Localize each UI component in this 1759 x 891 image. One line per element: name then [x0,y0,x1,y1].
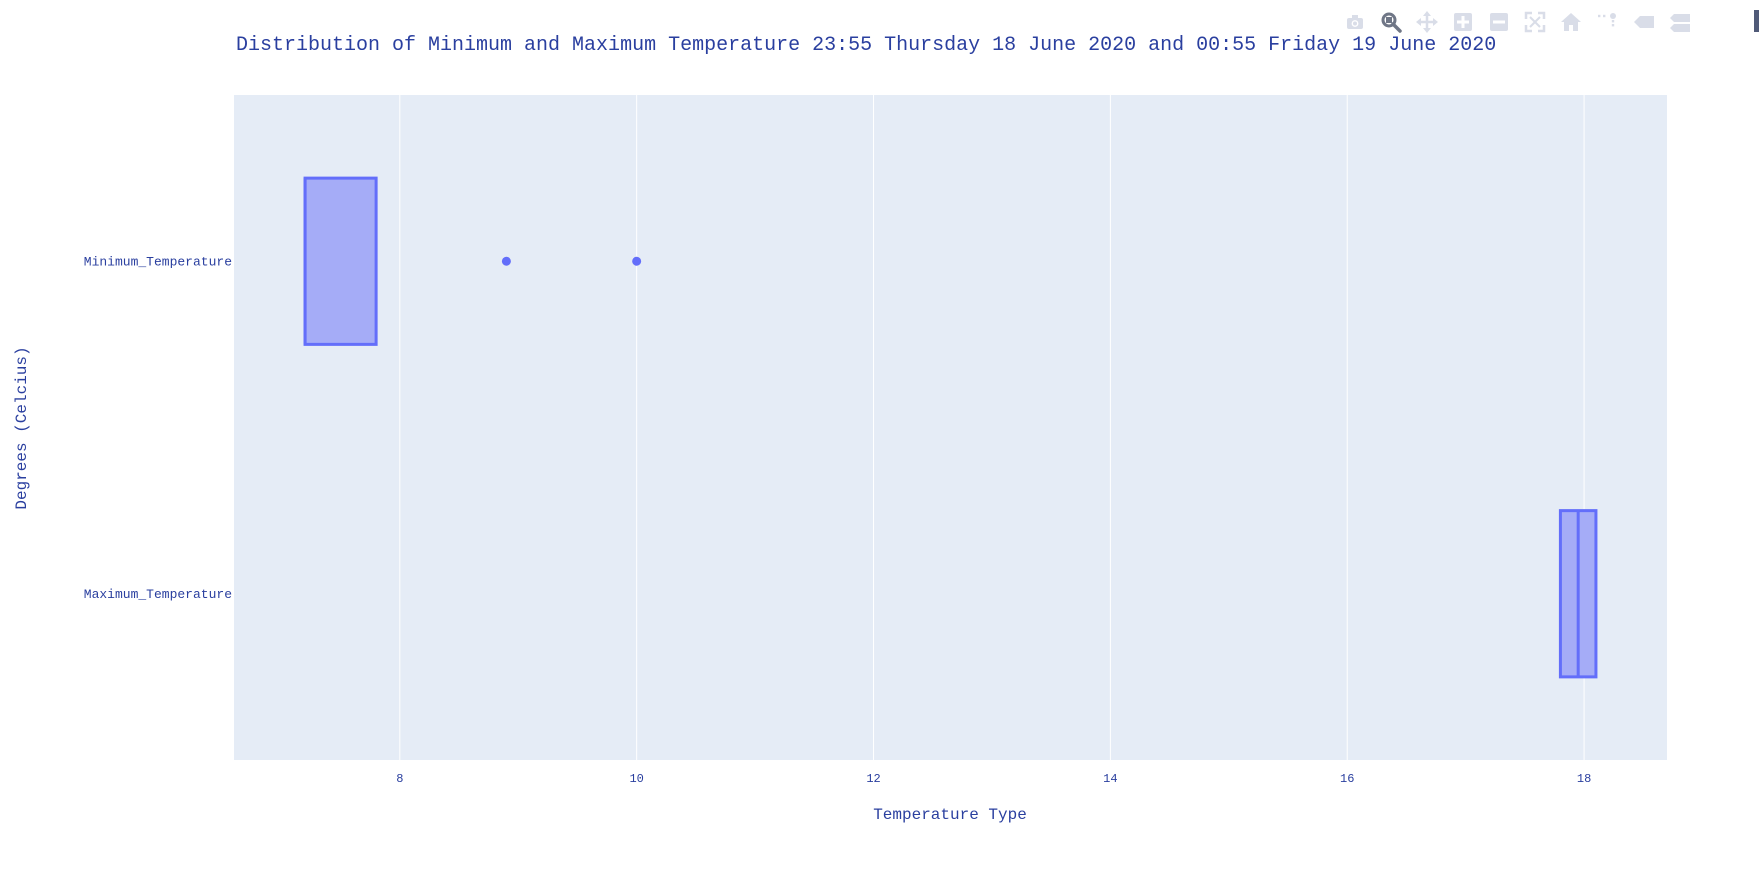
spike-lines-button[interactable] [1592,8,1622,36]
chart-title: Distribution of Minimum and Maximum Temp… [236,34,1496,57]
plot-background [234,95,1667,760]
x-tick-label: 10 [629,772,643,786]
pan-button[interactable] [1412,8,1442,36]
camera-button[interactable] [1340,8,1370,36]
outlier-point[interactable] [501,256,511,266]
x-tick-label: 8 [396,772,403,786]
home-icon [1561,13,1581,31]
hover-compare-button[interactable] [1664,8,1694,36]
y-tick-label: Maximum_Temperature [84,587,232,602]
zoom-out-button[interactable] [1484,8,1514,36]
home-button[interactable] [1556,8,1586,36]
box-minimum-temperature[interactable] [303,176,642,346]
zoom-button[interactable] [1376,8,1406,36]
x-axis-title: Temperature Type [873,806,1027,824]
hover-closest-icon [1634,16,1654,28]
axis-ticks: 8 10 12 14 16 18 Minimum_Temperature Maximum_Te… [84,254,1592,786]
box-plots[interactable] [303,176,1598,679]
autoscale-button[interactable] [1520,8,1550,36]
x-tick-label: 16 [1340,772,1354,786]
x-tick-label: 18 [1577,772,1591,786]
autoscale-icon [1524,11,1546,33]
camera-icon [1347,15,1363,29]
modebar [1340,8,1694,36]
pan-icon [1416,11,1438,33]
box-body[interactable] [303,176,378,346]
grid-lines [399,95,1585,760]
outlier-point[interactable] [632,256,642,266]
hover-closest-button[interactable] [1628,8,1658,36]
x-tick-label: 14 [1103,772,1117,786]
zoom-out-icon [1490,13,1508,31]
modebar-edge [1754,10,1759,32]
y-tick-label: Minimum_Temperature [84,254,232,269]
y-axis-title: Degrees (Celcius) [13,346,31,509]
box-maximum-temperature[interactable] [1558,509,1598,679]
zoom-icon [1381,12,1402,33]
x-tick-label: 12 [866,772,880,786]
zoom-in-button[interactable] [1448,8,1478,36]
spike-lines-icon [1598,13,1616,27]
zoom-in-icon [1454,13,1472,31]
hover-compare-icon [1670,14,1690,32]
